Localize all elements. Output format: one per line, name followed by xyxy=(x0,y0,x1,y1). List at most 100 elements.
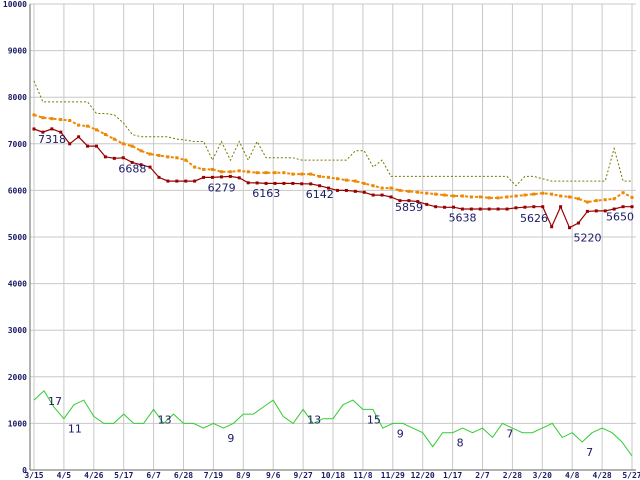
short-average-point xyxy=(612,197,616,201)
price-point xyxy=(103,155,107,159)
price-data-label: 6163 xyxy=(252,187,280,200)
price-point xyxy=(282,181,286,185)
price-point xyxy=(175,179,179,183)
price-point xyxy=(59,130,63,134)
short-average-point xyxy=(505,195,509,199)
y-tick-label: 3000 xyxy=(8,326,27,335)
price-point xyxy=(576,221,580,225)
price-point xyxy=(77,135,81,139)
price-point xyxy=(505,207,509,211)
x-tick-label: 4/28 xyxy=(592,471,611,480)
data-labels: 7318 6688 6279 6163 6142 5859 5638 5626 5220 5650… xyxy=(38,133,634,459)
price-point xyxy=(344,188,348,192)
x-tick-label: 2/7 xyxy=(475,471,490,480)
short-average-point xyxy=(469,195,473,199)
short-average-point xyxy=(103,132,107,136)
x-tick-label: 3/20 xyxy=(533,471,552,480)
short-average-point xyxy=(309,172,313,176)
y-tick-label: 4000 xyxy=(8,280,27,289)
volume-data-label: 9 xyxy=(227,432,234,445)
price-point xyxy=(353,189,357,193)
price-point xyxy=(68,142,72,146)
price-point xyxy=(541,205,545,209)
price-point xyxy=(443,205,447,209)
short-average-point xyxy=(202,167,206,171)
volume-data-label: 8 xyxy=(457,437,464,450)
short-average-point xyxy=(487,196,491,200)
price-data-label: 6688 xyxy=(118,162,146,175)
short-average-point xyxy=(523,193,527,197)
price-point xyxy=(425,202,429,206)
short-average-point xyxy=(603,198,607,202)
price-point xyxy=(237,176,241,180)
price-point xyxy=(273,181,277,185)
short-average-point xyxy=(157,153,161,157)
short-average-point xyxy=(139,149,143,153)
price-data-label: 6279 xyxy=(208,181,236,194)
price-point xyxy=(434,205,438,209)
series-group xyxy=(32,80,634,457)
price-point xyxy=(487,207,491,211)
x-tick-label: 9/6 xyxy=(266,471,281,480)
short-average-point xyxy=(32,113,36,117)
short-average-point xyxy=(335,177,339,181)
price-data-label: 5626 xyxy=(520,212,548,225)
short-average-point xyxy=(246,170,250,174)
price-point xyxy=(496,207,500,211)
short-average-point xyxy=(68,119,72,122)
short-average-point xyxy=(291,172,295,176)
x-tick-label: 10/18 xyxy=(321,471,345,480)
short-average-point xyxy=(416,190,420,194)
short-average-point xyxy=(407,189,411,193)
price-point xyxy=(291,181,295,185)
price-data-label: 7318 xyxy=(38,133,66,146)
y-tick-label: 7000 xyxy=(8,140,27,149)
price-point xyxy=(380,193,384,197)
short-average-point xyxy=(166,155,170,159)
price-point xyxy=(211,175,215,179)
price-point xyxy=(559,205,563,209)
short-average-point xyxy=(184,158,188,162)
price-point xyxy=(130,160,134,164)
price-point xyxy=(568,226,572,230)
price-point xyxy=(460,207,464,211)
price-point xyxy=(193,179,197,183)
price-point xyxy=(228,174,232,178)
price-point xyxy=(630,205,634,209)
short-average-point xyxy=(514,194,518,198)
x-tick-label: 12/20 xyxy=(411,471,435,480)
short-average-point xyxy=(300,172,304,176)
price-point xyxy=(335,188,339,192)
price-point xyxy=(32,127,36,131)
volume-data-label: 9 xyxy=(397,427,404,440)
y-tick-label: 5000 xyxy=(8,233,27,242)
price-point xyxy=(550,225,554,229)
short-average-point xyxy=(193,165,197,169)
y-tick-label: 8000 xyxy=(8,93,27,102)
price-point xyxy=(416,200,420,204)
price-point xyxy=(300,182,304,186)
short-average-point xyxy=(568,195,572,199)
grid xyxy=(30,3,636,470)
price-point xyxy=(451,205,455,209)
short-average-point xyxy=(371,184,375,188)
short-average-point xyxy=(434,192,438,196)
short-average-point xyxy=(496,196,500,200)
short-average-point xyxy=(228,170,232,174)
price-point xyxy=(50,127,54,131)
volume-data-label: 13 xyxy=(158,413,172,426)
short-average-point xyxy=(460,194,464,198)
series-line-short-average xyxy=(33,113,633,204)
series-line-volume xyxy=(33,390,633,457)
price-point xyxy=(202,175,206,179)
price-point xyxy=(41,130,45,134)
price-point xyxy=(309,182,313,186)
x-tick-label: 5/27 xyxy=(622,471,640,480)
short-average-point xyxy=(219,170,223,174)
x-tick-label: 11/29 xyxy=(381,471,405,480)
price-point xyxy=(318,184,322,188)
short-average-point xyxy=(264,171,268,175)
short-average-point xyxy=(327,175,331,179)
